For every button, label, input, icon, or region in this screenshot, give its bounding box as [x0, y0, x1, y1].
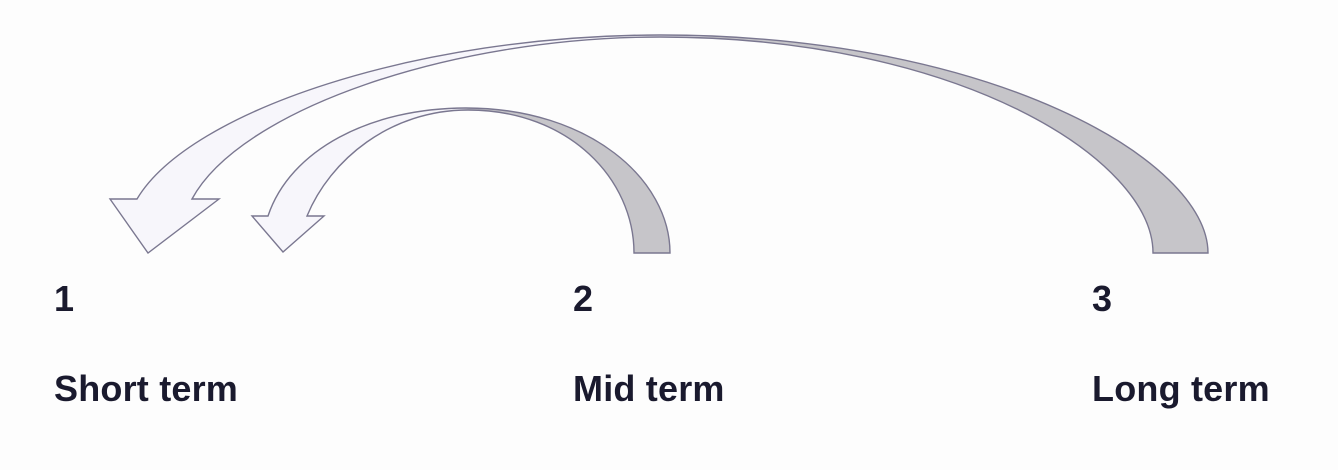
arrow-mid-term-to-short-term [250, 107, 671, 254]
stage-number: 3 [1092, 278, 1113, 319]
stage-label: Short term [54, 368, 239, 409]
stage-label: Mid term [573, 368, 725, 409]
arrow-long-term-to-short-term [108, 34, 1209, 254]
stage-label: Long term [1092, 368, 1270, 409]
stage-number: 1 [54, 278, 75, 319]
stage-number: 2 [573, 278, 594, 319]
